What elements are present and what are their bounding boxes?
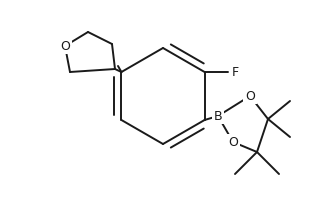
Text: O: O (60, 39, 70, 52)
Text: O: O (245, 90, 255, 103)
Text: F: F (232, 65, 239, 78)
Text: B: B (214, 110, 222, 123)
Text: O: O (228, 136, 238, 149)
